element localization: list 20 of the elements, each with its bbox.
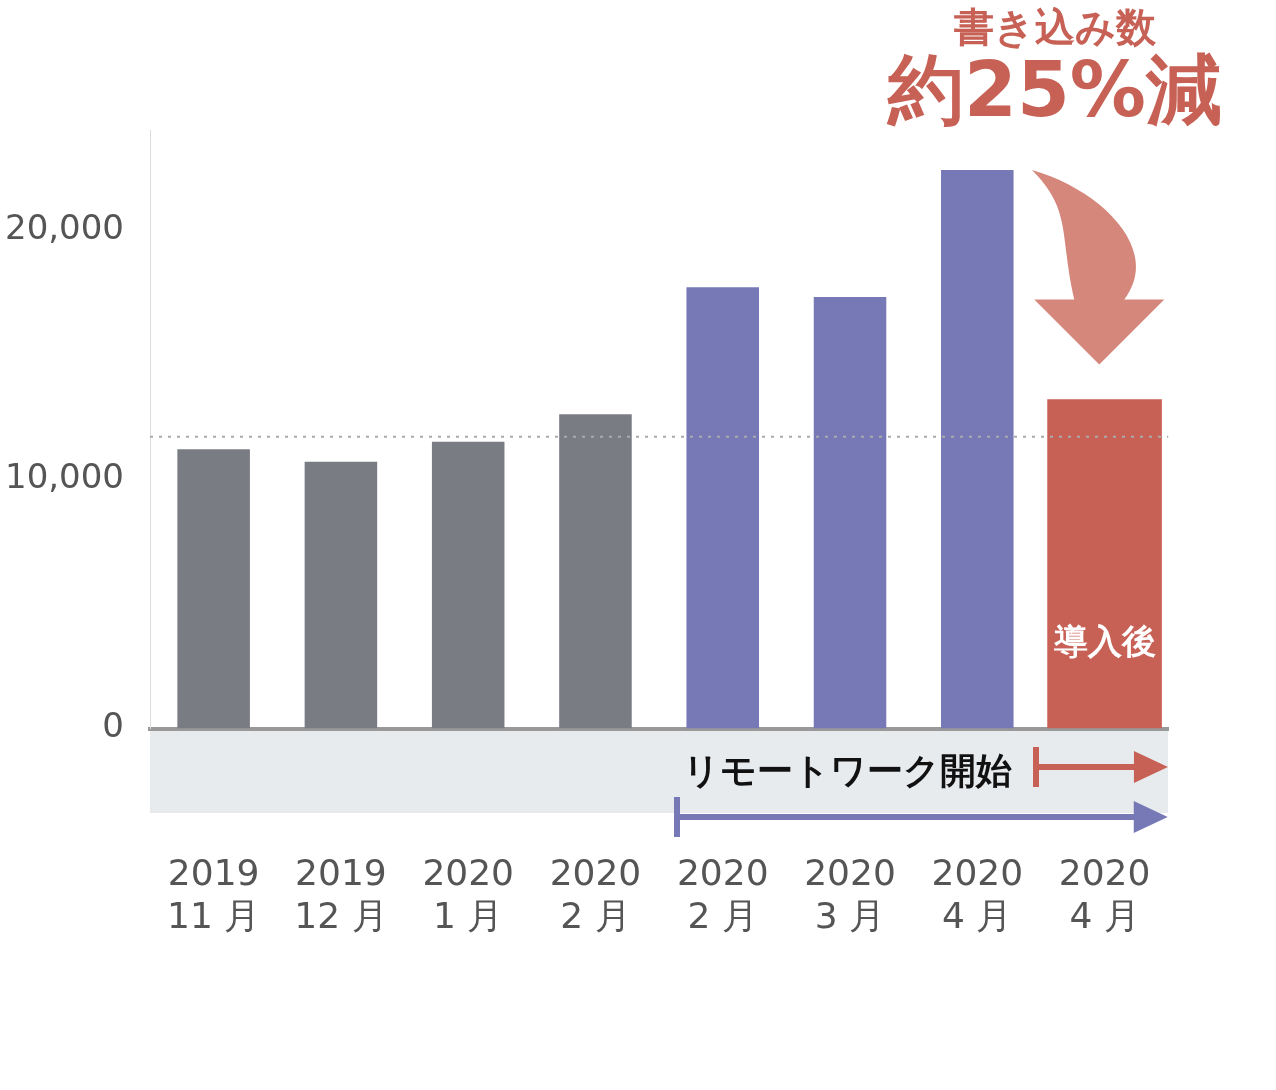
text: リモートワーク開始 [682, 748, 1012, 793]
x-tick-label: 2020 1 月 [422, 851, 514, 936]
x-tick-label: 2019 12 月 [294, 851, 388, 936]
bar [813, 297, 887, 729]
x-tick-label: 2020 2 月 [676, 851, 769, 936]
bar [559, 414, 632, 729]
x-tick-label: 2020 3 月 [804, 851, 896, 936]
bar [431, 441, 505, 729]
bar [304, 461, 378, 729]
x-tick-label: 2020 4 月 [1058, 851, 1151, 936]
x-tick-label: 2020 2 月 [549, 851, 642, 936]
annotation: 導入後 [1052, 619, 1157, 663]
y-tick-label: 0 [102, 705, 124, 746]
x-tick-label: 2020 4 月 [931, 851, 1024, 936]
y-tick-label: 10,000 [5, 456, 124, 497]
x-tick-label: 2019 11 月 [167, 851, 261, 936]
bar [941, 169, 1014, 729]
bar [177, 449, 250, 729]
y-tick-label: 20,000 [5, 206, 124, 247]
bar [686, 287, 760, 729]
